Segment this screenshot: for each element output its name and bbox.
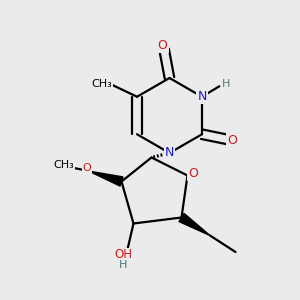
Text: N: N: [197, 90, 207, 103]
Text: H: H: [222, 79, 230, 89]
Text: N: N: [165, 146, 174, 160]
Text: OH: OH: [114, 248, 132, 262]
Text: CH₃: CH₃: [92, 79, 112, 88]
Text: O: O: [158, 39, 167, 52]
Text: CH₃: CH₃: [53, 160, 74, 170]
Text: O: O: [227, 134, 237, 147]
Text: H: H: [119, 260, 128, 270]
Text: O: O: [82, 163, 91, 173]
Polygon shape: [179, 213, 210, 236]
Text: O: O: [188, 167, 198, 180]
Polygon shape: [88, 171, 123, 186]
